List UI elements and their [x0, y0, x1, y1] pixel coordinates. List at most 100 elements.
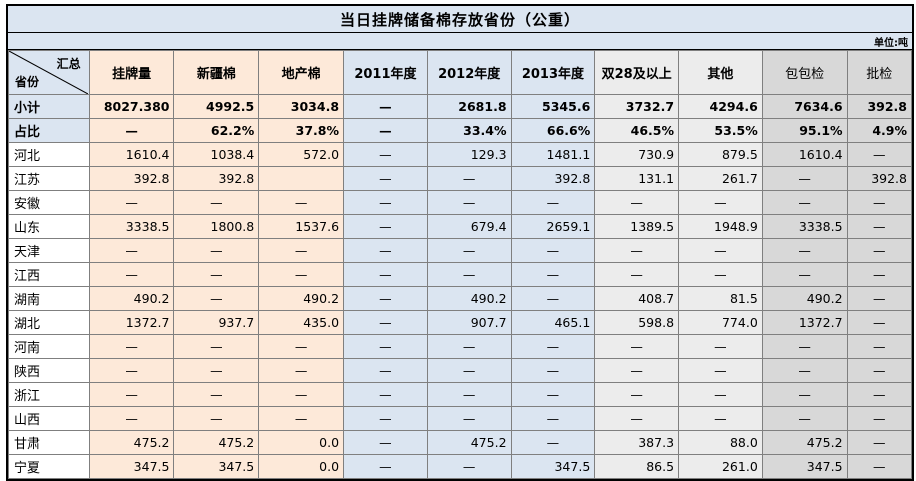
table-cell: 879.5	[678, 142, 763, 167]
table-cell: 2681.8	[426, 94, 512, 119]
table-cell: 1389.5	[594, 214, 680, 239]
table-cell: —	[88, 382, 175, 407]
header-row: 汇总 省份 挂牌量 新疆棉 地产棉 2011年度 2012年度 2013年度 双28及以上其…	[8, 50, 913, 95]
table-cell: —	[594, 334, 680, 359]
column-header: 2013年度	[510, 50, 596, 95]
table-cell: 490.2	[88, 286, 175, 311]
table-cell: 347.5	[510, 454, 596, 479]
province-cell: 湖北	[8, 310, 90, 335]
table-cell: —	[510, 430, 596, 455]
province-cell: 宁夏	[8, 454, 90, 479]
table-cell: —	[343, 142, 428, 167]
table-cell: 392.8	[88, 166, 175, 191]
table-cell: —	[426, 190, 512, 215]
table-row: 陕西 — — — — — — — — — —	[8, 358, 913, 383]
province-cell: 河北	[8, 142, 90, 167]
diagonal-line	[9, 51, 88, 94]
table-cell: 1610.4	[761, 142, 848, 167]
table-cell: —	[343, 262, 428, 287]
table-cell: 347.5	[761, 454, 848, 479]
table-cell: —	[846, 382, 913, 407]
table-cell: —	[88, 262, 175, 287]
table-row: 山西 — — — — — — — — — —	[8, 406, 913, 431]
table-cell: 490.2	[258, 286, 345, 311]
table-cell: —	[846, 310, 913, 335]
column-header: 批检	[846, 50, 913, 95]
corner-header: 汇总 省份	[8, 50, 90, 95]
table-cell: 679.4	[426, 214, 512, 239]
table-cell: —	[258, 262, 345, 287]
table-cell: —	[678, 382, 763, 407]
table-cell: —	[510, 406, 596, 431]
table-cell: —	[173, 238, 260, 263]
table-cell: —	[678, 406, 763, 431]
table-cell: —	[761, 262, 848, 287]
table-cell: 475.2	[88, 430, 175, 455]
table-cell: 387.3	[594, 430, 680, 455]
province-cell: 安徽	[8, 190, 90, 215]
table-cell: 46.5%	[594, 118, 680, 143]
table-row: 湖北 1372.7 937.7 435.0—907.7 465.1 598.8 774.0 1…	[8, 310, 913, 335]
table-cell: 490.2	[761, 286, 848, 311]
table-cell: —	[173, 262, 260, 287]
table-cell: —	[510, 262, 596, 287]
table-cell: —	[846, 454, 913, 479]
column-header: 其他	[678, 50, 763, 95]
table-cell: 0.0	[258, 430, 345, 455]
table-cell: 598.8	[594, 310, 680, 335]
table-cell: —	[761, 406, 848, 431]
table-cell: —	[761, 166, 848, 191]
column-header: 双28及以上	[594, 50, 680, 95]
table-cell: 1481.1	[510, 142, 596, 167]
table-cell: 392.8	[510, 166, 596, 191]
column-header: 挂牌量	[88, 50, 175, 95]
table-cell: 53.5%	[678, 118, 763, 143]
storage-table: 汇总 省份 挂牌量 新疆棉 地产棉 2011年度 2012年度 2013年度 双28及以上其…	[8, 50, 913, 479]
table-cell: —	[343, 118, 428, 143]
table-cell: —	[761, 238, 848, 263]
corner-bottom-label: 省份	[15, 75, 40, 89]
corner-top-label: 汇总	[56, 57, 81, 71]
province-cell: 湖南	[8, 286, 90, 311]
table-cell: 4.9%	[846, 118, 913, 143]
table-cell: —	[594, 238, 680, 263]
table-cell: —	[343, 382, 428, 407]
table-row: 江苏 392.8 392.8— —392.8 131.1 261.7—392.8	[8, 166, 913, 191]
table-cell: 3732.7	[594, 94, 680, 119]
table-cell: 347.5	[173, 454, 260, 479]
table-cell: —	[510, 286, 596, 311]
province-cell: 占比	[8, 118, 90, 143]
table-cell: 465.1	[510, 310, 596, 335]
province-cell: 小计	[8, 94, 90, 119]
table-cell: 2659.1	[510, 214, 596, 239]
column-header: 地产棉	[258, 50, 345, 95]
table-cell: —	[258, 406, 345, 431]
table-cell: —	[343, 238, 428, 263]
table-cell	[258, 166, 345, 191]
table-cell: —	[846, 238, 913, 263]
column-header: 新疆棉	[173, 50, 260, 95]
table-row: 浙江 — — — — — — — — — —	[8, 382, 913, 407]
table-cell: 62.2%	[173, 118, 260, 143]
table-cell: —	[258, 238, 345, 263]
table-cell: —	[846, 430, 913, 455]
table-cell: —	[594, 190, 680, 215]
table-row: 天津 — — — — — — — — — —	[8, 238, 913, 263]
table-cell: —	[846, 214, 913, 239]
table-row: 安徽 — — — — — — — — — —	[8, 190, 913, 215]
table-cell: —	[258, 382, 345, 407]
table-cell: —	[343, 94, 428, 119]
table-cell: —	[173, 358, 260, 383]
table-cell: —	[258, 190, 345, 215]
table-row: 甘肃 475.2 475.2 0.0—475.2—387.3 88.0 475.2—	[8, 430, 913, 455]
table-cell: 3034.8	[258, 94, 345, 119]
table-cell: —	[173, 334, 260, 359]
table-cell: 3338.5	[88, 214, 175, 239]
table-cell: 4992.5	[173, 94, 260, 119]
table-cell: 475.2	[426, 430, 512, 455]
table-cell: —	[678, 238, 763, 263]
table-cell: 131.1	[594, 166, 680, 191]
column-header: 2012年度	[426, 50, 512, 95]
sheet-title: 当日挂牌储备棉存放省份（公重）	[8, 6, 912, 33]
table-cell: —	[173, 286, 260, 311]
